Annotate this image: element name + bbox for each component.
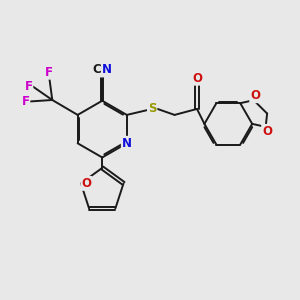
Text: O: O — [262, 125, 272, 138]
Text: S: S — [148, 102, 156, 116]
Text: O: O — [250, 89, 260, 102]
Text: N: N — [102, 64, 112, 76]
Text: C: C — [93, 64, 101, 76]
Text: O: O — [192, 72, 202, 85]
Text: F: F — [24, 80, 32, 93]
Text: F: F — [45, 66, 53, 79]
Text: N: N — [122, 137, 132, 150]
Text: O: O — [81, 177, 91, 190]
Text: F: F — [21, 95, 29, 108]
